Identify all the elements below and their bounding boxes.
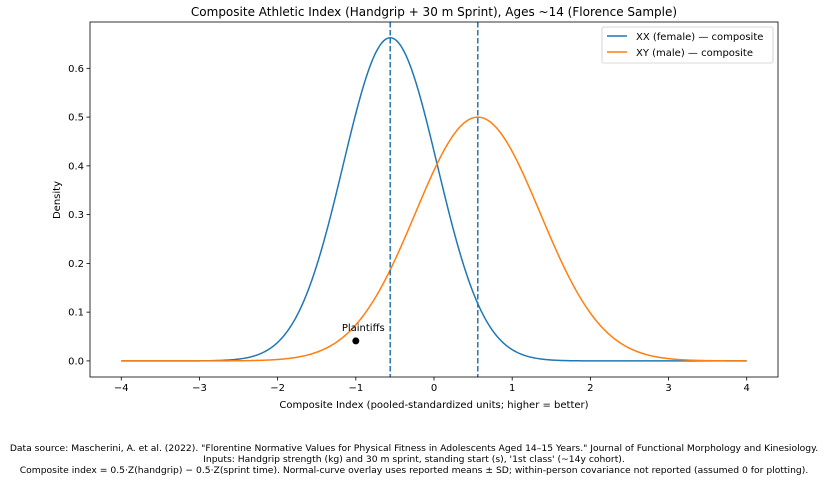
y-tick-label: 0.1 bbox=[68, 308, 84, 319]
footer-line-1: Data source: Mascherini, A. et al. (2022… bbox=[10, 443, 818, 454]
x-axis-label: Composite Index (pooled-standardized uni… bbox=[279, 400, 588, 411]
x-tick-label: −1 bbox=[348, 383, 363, 394]
plaintiffs-point bbox=[352, 337, 360, 345]
y-tick-label: 0.3 bbox=[68, 210, 84, 221]
plaintiffs-label: Plaintiffs bbox=[342, 323, 385, 334]
y-tick-label: 0.5 bbox=[68, 113, 84, 124]
y-tick-label: 0.0 bbox=[68, 356, 84, 367]
y-tick-label: 0.4 bbox=[68, 161, 84, 172]
y-axis-label: Density bbox=[52, 181, 63, 219]
x-tick-label: 1 bbox=[509, 383, 515, 394]
plot-area: Plaintiffs bbox=[121, 22, 747, 377]
x-tick-label: 2 bbox=[587, 383, 593, 394]
y-axis: 0.0 0.1 0.2 0.3 0.4 0.5 0.6 bbox=[68, 64, 90, 367]
footer-line-3: Composite index = 0.5·Z(handgrip) − 0.5·… bbox=[20, 465, 809, 476]
axes-frame bbox=[89, 21, 779, 378]
x-tick-label: 4 bbox=[744, 383, 750, 394]
legend: XX (female) — composite XY (male) — comp… bbox=[601, 26, 774, 64]
x-tick-label: −3 bbox=[192, 383, 207, 394]
chart-title: Composite Athletic Index (Handgrip + 30 … bbox=[191, 5, 677, 19]
series-line-0 bbox=[121, 36, 747, 362]
x-tick-label: −4 bbox=[114, 383, 129, 394]
x-tick-label: −2 bbox=[270, 383, 285, 394]
y-tick-label: 0.2 bbox=[68, 259, 84, 270]
x-tick-label: 0 bbox=[431, 383, 437, 394]
y-tick-label: 0.6 bbox=[68, 64, 84, 75]
x-tick-label: 3 bbox=[665, 383, 671, 394]
legend-label-xx: XX (female) — composite bbox=[636, 32, 763, 43]
x-axis: −4 −3 −2 −1 0 1 2 3 4 bbox=[114, 377, 750, 394]
series-line-1 bbox=[121, 116, 747, 362]
legend-label-xy: XY (male) — composite bbox=[636, 48, 753, 59]
legend-box bbox=[601, 26, 774, 64]
footer-line-2: Inputs: Handgrip strength (kg) and 30 m … bbox=[203, 454, 625, 465]
